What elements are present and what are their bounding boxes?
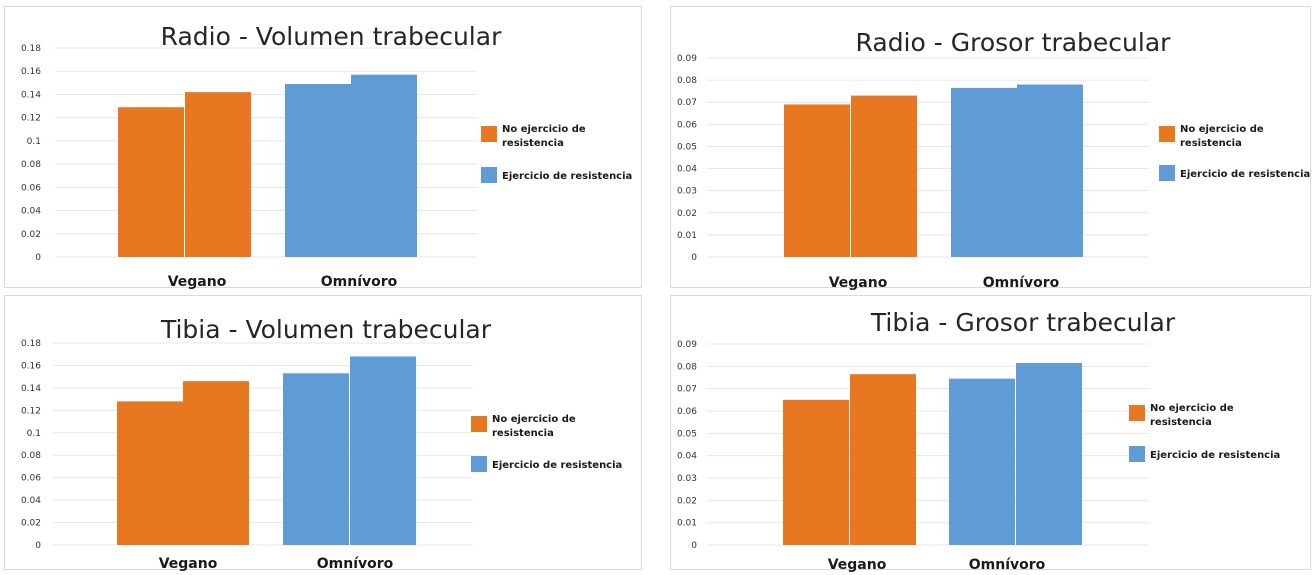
bar-no-ejercicio-vegano bbox=[118, 107, 184, 257]
y-tick-label: 0 bbox=[35, 541, 41, 551]
y-tick-label: 0.02 bbox=[21, 519, 41, 529]
y-tick-label: 0.16 bbox=[21, 361, 41, 371]
legend-swatch-no-ejercicio bbox=[471, 416, 487, 432]
y-tick-label: 0.04 bbox=[677, 452, 697, 462]
chart-title: Tibia - Volumen trabecular bbox=[160, 315, 492, 344]
bar-ejercicio-omnivoro bbox=[351, 74, 417, 257]
legend-label-no-ejercicio-line2: resistencia bbox=[502, 138, 564, 149]
chart-title: Radio - Volumen trabecular bbox=[161, 22, 502, 51]
legend-label-ejercicio: Ejercicio de resistencia bbox=[492, 460, 622, 471]
legend-swatch-no-ejercicio bbox=[1159, 126, 1175, 142]
y-tick-label: 0.16 bbox=[21, 67, 41, 77]
bar-ejercicio-vegano bbox=[285, 83, 351, 257]
category-label: Vegano bbox=[168, 274, 227, 290]
legend-swatch-ejercicio bbox=[471, 456, 487, 472]
y-tick-label: 0 bbox=[691, 253, 697, 263]
y-tick-label: 0.18 bbox=[21, 339, 41, 349]
y-tick-label: 0.04 bbox=[677, 165, 697, 175]
chart-panel-tibia-volumen: Tibia - Volumen trabecular 0.18 0.16 0.14 0.… bbox=[4, 295, 642, 572]
chart-title: Tibia - Grosor trabecular bbox=[870, 308, 1176, 337]
y-tick-label: 0.04 bbox=[21, 496, 41, 506]
bar-no-ejercicio-omnivoro bbox=[183, 381, 249, 545]
legend-swatch-no-ejercicio bbox=[481, 126, 497, 142]
y-tick-label: 0.03 bbox=[677, 187, 697, 197]
bar-no-ejercicio-omnivoro bbox=[850, 374, 916, 545]
bar-ejercicio-vegano bbox=[283, 373, 349, 545]
legend-label-no-ejercicio-line2: resistencia bbox=[492, 428, 554, 439]
chart-panel-radio-volumen: Radio - Volumen trabecular 0.18 0.16 0.14 0.… bbox=[4, 6, 642, 290]
y-tick-label: 0.08 bbox=[677, 76, 697, 86]
bar-ejercicio-vegano bbox=[949, 378, 1015, 545]
y-tick-label: 0.08 bbox=[677, 362, 697, 372]
y-tick-label: 0.09 bbox=[677, 340, 697, 350]
legend-label-ejercicio: Ejercicio de resistencia bbox=[1150, 450, 1280, 461]
chart-svg-tibia-grosor: Tibia - Grosor trabecular 0.09 0.08 0.07 0.0… bbox=[677, 308, 1280, 573]
legend-label-no-ejercicio-line2: resistencia bbox=[1180, 138, 1242, 149]
legend-swatch-no-ejercicio bbox=[1129, 405, 1145, 421]
chart-svg-radio-volumen: Radio - Volumen trabecular 0.18 0.16 0.14 0.… bbox=[21, 22, 632, 290]
y-tick-label: 0.02 bbox=[21, 230, 41, 240]
bar-ejercicio-omnivoro bbox=[1017, 84, 1083, 258]
y-tick-label: 0.07 bbox=[677, 385, 697, 395]
legend-label-no-ejercicio: No ejercicio de bbox=[1180, 124, 1264, 135]
category-label: Vegano bbox=[829, 275, 888, 291]
y-tick-label: 0.12 bbox=[21, 114, 41, 124]
y-tick-label: 0.1 bbox=[27, 429, 41, 439]
y-tick-label: 0.08 bbox=[21, 160, 41, 170]
category-label: Omnívoro bbox=[969, 557, 1046, 573]
category-label: Omnívoro bbox=[317, 556, 394, 572]
y-tick-label: 0.03 bbox=[677, 474, 697, 484]
bar-no-ejercicio-vegano bbox=[784, 104, 850, 257]
y-tick-label: 0.1 bbox=[27, 137, 41, 147]
legend-label-no-ejercicio: No ejercicio de bbox=[492, 414, 576, 425]
y-tick-label: 0.14 bbox=[21, 384, 41, 394]
chart-svg-tibia-volumen: Tibia - Volumen trabecular 0.18 0.16 0.14 0.… bbox=[21, 315, 622, 572]
chart-panel-radio-grosor: Radio - Grosor trabecular 0.09 0.08 0.07 0.0… bbox=[670, 6, 1311, 291]
bar-no-ejercicio-omnivoro bbox=[851, 95, 917, 257]
y-tick-label: 0.02 bbox=[677, 496, 697, 506]
y-tick-label: 0.05 bbox=[677, 142, 697, 152]
legend-label-no-ejercicio-line2: resistencia bbox=[1150, 417, 1212, 428]
bar-ejercicio-omnivoro bbox=[1016, 362, 1082, 545]
bar-ejercicio-vegano bbox=[951, 87, 1017, 257]
y-tick-label: 0.09 bbox=[677, 54, 697, 64]
legend-label-no-ejercicio: No ejercicio de bbox=[502, 124, 586, 135]
bar-ejercicio-omnivoro bbox=[350, 356, 416, 545]
y-tick-label: 0 bbox=[35, 253, 41, 263]
y-tick-label: 0.06 bbox=[21, 183, 41, 193]
y-tick-label: 0.02 bbox=[677, 209, 697, 219]
y-tick-label: 0.01 bbox=[677, 519, 697, 529]
y-tick-label: 0.06 bbox=[21, 474, 41, 484]
y-tick-label: 0.08 bbox=[21, 451, 41, 461]
y-tick-label: 0.04 bbox=[21, 207, 41, 217]
legend-label-ejercicio: Ejercicio de resistencia bbox=[502, 171, 632, 182]
bar-no-ejercicio-omnivoro bbox=[185, 92, 251, 257]
y-tick-label: 0.07 bbox=[677, 98, 697, 108]
chart-svg-radio-grosor: Radio - Grosor trabecular 0.09 0.08 0.07 0.0… bbox=[677, 28, 1310, 291]
legend-label-ejercicio: Ejercicio de resistencia bbox=[1180, 169, 1310, 180]
category-label: Vegano bbox=[828, 557, 887, 573]
y-tick-label: 0.06 bbox=[677, 407, 697, 417]
y-tick-label: 0.18 bbox=[21, 44, 41, 54]
legend-swatch-ejercicio bbox=[1129, 446, 1145, 462]
legend-label-no-ejercicio: No ejercicio de bbox=[1150, 403, 1234, 414]
y-tick-label: 0.14 bbox=[21, 90, 41, 100]
bar-no-ejercicio-vegano bbox=[783, 399, 849, 545]
category-label: Omnívoro bbox=[983, 275, 1060, 291]
category-label: Vegano bbox=[159, 556, 218, 572]
y-tick-label: 0.12 bbox=[21, 406, 41, 416]
y-tick-label: 0.05 bbox=[677, 429, 697, 439]
y-tick-label: 0.06 bbox=[677, 120, 697, 130]
category-label: Omnívoro bbox=[321, 274, 398, 290]
chart-title: Radio - Grosor trabecular bbox=[856, 28, 1172, 57]
chart-panel-tibia-grosor: Tibia - Grosor trabecular 0.09 0.08 0.07 0.0… bbox=[670, 295, 1311, 573]
y-tick-label: 0.01 bbox=[677, 231, 697, 241]
legend-swatch-ejercicio bbox=[1159, 165, 1175, 181]
y-tick-label: 0 bbox=[691, 541, 697, 551]
bar-no-ejercicio-vegano bbox=[117, 401, 183, 545]
legend-swatch-ejercicio bbox=[481, 167, 497, 183]
